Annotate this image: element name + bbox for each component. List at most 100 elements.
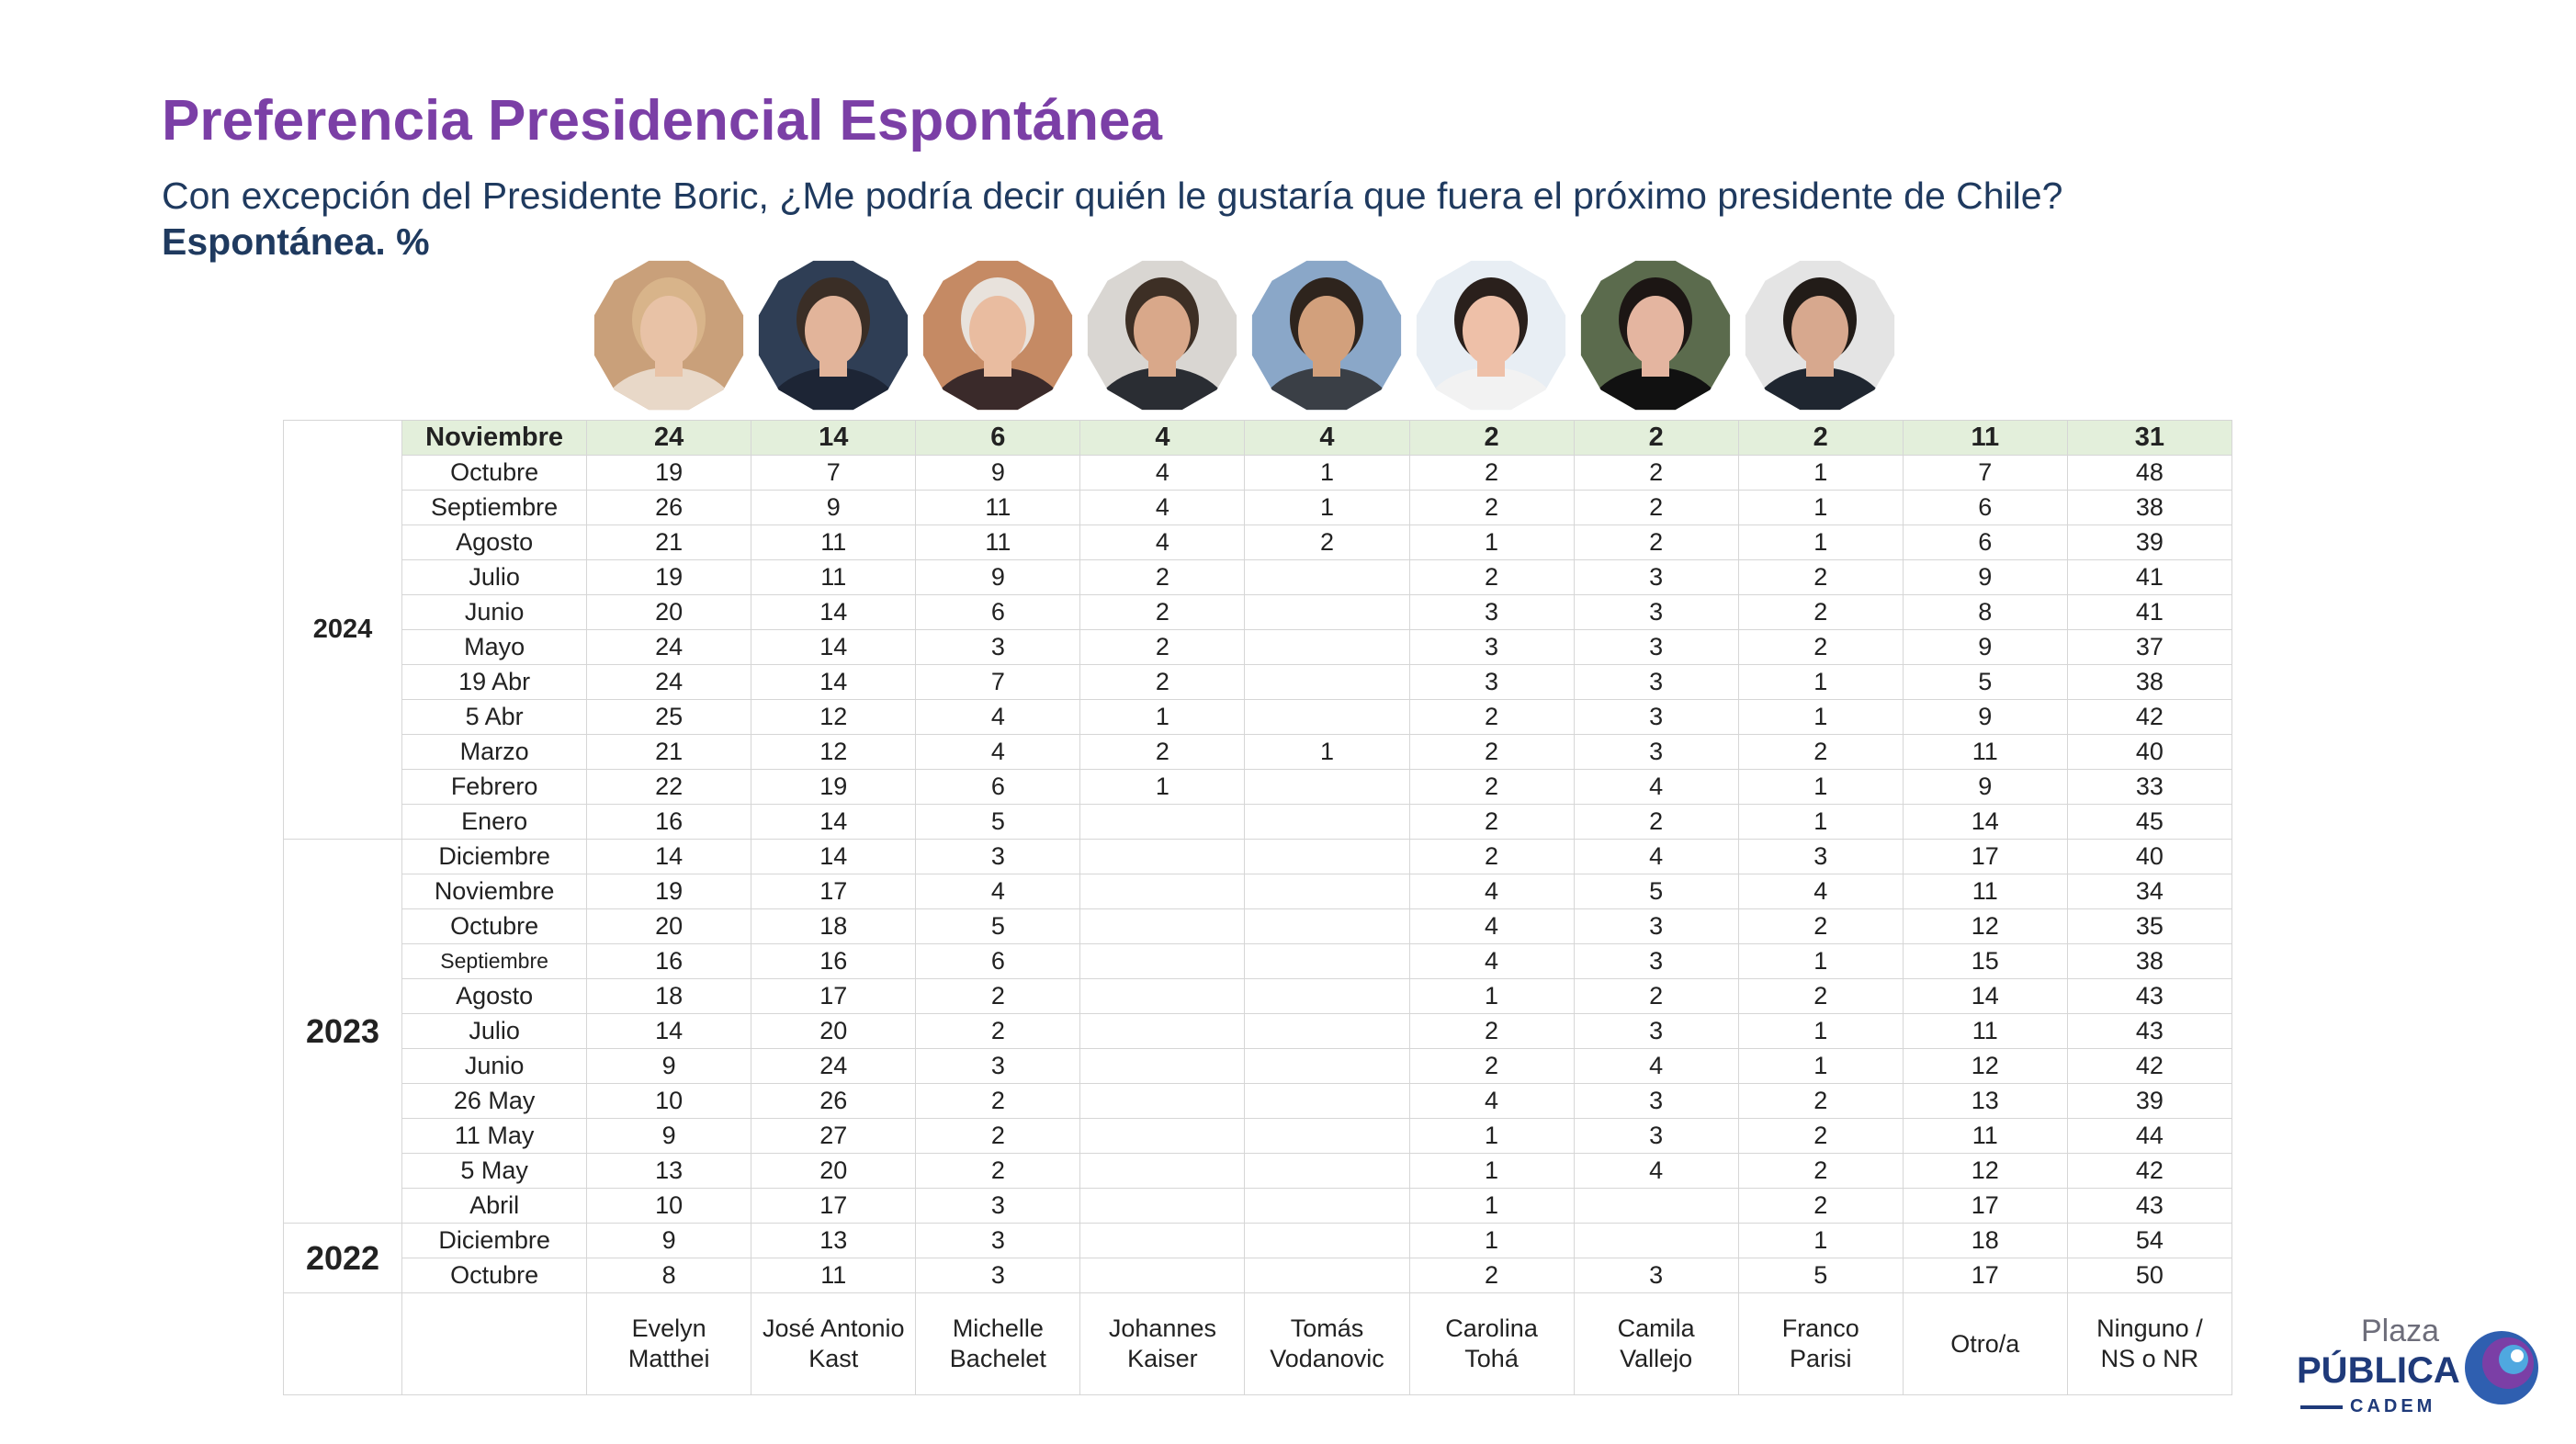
table-cell: 14 [751, 594, 917, 630]
table-cell: 31 [2066, 420, 2233, 456]
table-cell: 3 [915, 629, 1081, 665]
table-cell: 2 [1079, 594, 1246, 630]
table-cell: 1 [1737, 490, 1904, 525]
table-cell: 43 [2066, 1188, 2233, 1224]
table-cell: 14 [751, 804, 917, 840]
portrait-image [1087, 260, 1237, 411]
table-cell [1244, 699, 1410, 735]
table-cell: 11 [751, 559, 917, 595]
table-cell: 4 [1079, 455, 1246, 491]
table-cell: 20 [586, 908, 752, 944]
table-cell: 11 [1902, 734, 2068, 770]
table-cell: 4 [1079, 420, 1246, 456]
table-cell: 2 [1573, 455, 1739, 491]
table-cell: 24 [586, 664, 752, 700]
table-cell: 3 [915, 839, 1081, 874]
table-cell: 39 [2066, 525, 2233, 560]
table-cell: 40 [2066, 839, 2233, 874]
table-cell: 2 [1079, 559, 1246, 595]
column-header: Camila Vallejo [1573, 1292, 1739, 1395]
table-cell: 1 [1408, 525, 1575, 560]
table-cell: 42 [2066, 699, 2233, 735]
table-cell [1244, 664, 1410, 700]
table-cell: 2 [1408, 490, 1575, 525]
table-cell: 4 [915, 699, 1081, 735]
table-row: Enero 16 14 5 2 2 1 14 45 [284, 804, 2233, 840]
table-cell: 37 [2066, 629, 2233, 665]
candidate-photo [1577, 257, 1734, 413]
table-cell: 14 [751, 629, 917, 665]
table-cell: 3 [1408, 594, 1575, 630]
table-cell: 6 [915, 943, 1081, 979]
table-cell: 3 [1573, 664, 1739, 700]
table-cell: 3 [915, 1048, 1081, 1084]
table-cell: 3 [1573, 594, 1739, 630]
table-cell: 7 [1902, 455, 2068, 491]
column-header: Johannes Kaiser [1079, 1292, 1246, 1395]
table-cell: 33 [2066, 769, 2233, 805]
logo-line1: Plaza [2361, 1314, 2440, 1348]
table-cell: 1 [1408, 1118, 1575, 1154]
table-cell: 14 [751, 420, 917, 456]
table-cell: 17 [751, 874, 917, 909]
column-header-line2: Vallejo [1620, 1345, 1693, 1372]
candidate-photo [1413, 257, 1569, 413]
column-header-line2: Matthei [627, 1345, 710, 1372]
table-cell: 17 [1902, 1188, 2068, 1224]
table-cell: 2 [915, 1118, 1081, 1154]
table-cell: 1 [1737, 455, 1904, 491]
table-cell [1244, 1013, 1410, 1049]
table-cell [1244, 839, 1410, 874]
unit-label: Espontánea. % [162, 220, 430, 263]
table-cell: 27 [751, 1118, 917, 1154]
table-row: Julio 14 20 2 2 3 1 11 43 [284, 1013, 2233, 1049]
table-cell: 17 [1902, 839, 2068, 874]
row-label: Octubre [401, 1258, 588, 1293]
table-cell: 21 [586, 734, 752, 770]
table-cell: 9 [1902, 629, 2068, 665]
column-header-line1: Tomás [1290, 1314, 1364, 1342]
preference-table: 2024 Noviembre 24 14 6 4 4 2 2 2 11 31 Octubre 19 7 9 4 1… [282, 420, 2233, 1395]
table-cell: 12 [751, 699, 917, 735]
table-cell: 1 [1408, 978, 1575, 1014]
table-cell [1244, 1083, 1410, 1119]
row-label: Octubre [401, 908, 588, 944]
table-cell: 41 [2066, 559, 2233, 595]
table-cell: 2 [1737, 734, 1904, 770]
question-subtitle: Con excepción del Presidente Boric, ¿Me … [162, 175, 2063, 217]
table-cell: 2 [1737, 1153, 1904, 1189]
table-row: Octubre 8 11 3 2 3 5 17 50 [284, 1258, 2233, 1293]
table-cell [1079, 839, 1246, 874]
table-cell: 16 [586, 804, 752, 840]
table-cell: 2 [1244, 525, 1410, 560]
table-cell: 2 [1737, 1188, 1904, 1224]
table-cell: 3 [915, 1188, 1081, 1224]
column-header-line2: Vodanovic [1270, 1345, 1384, 1372]
table-cell: 9 [915, 455, 1081, 491]
table-row: 11 May 9 27 2 1 3 2 11 44 [284, 1118, 2233, 1154]
table-cell: 2 [1408, 769, 1575, 805]
row-label: 11 May [401, 1118, 588, 1154]
table-row: Julio 19 11 9 2 2 3 2 9 41 [284, 559, 2233, 595]
table-cell: 2 [1408, 455, 1575, 491]
table-cell: 4 [1408, 874, 1575, 909]
row-label: Noviembre [401, 874, 588, 909]
table-cell: 1 [1079, 769, 1246, 805]
table-cell: 2 [1737, 1083, 1904, 1119]
table-row: 26 May 10 26 2 4 3 2 13 39 [284, 1083, 2233, 1119]
table-cell [1079, 908, 1246, 944]
table-cell: 1 [1737, 1223, 1904, 1258]
table-cell: 2 [1408, 559, 1575, 595]
table-cell: 9 [1902, 769, 2068, 805]
table-cell [1244, 769, 1410, 805]
table-cell: 19 [751, 769, 917, 805]
row-label: Diciembre [401, 1223, 588, 1258]
candidate-photo [755, 257, 911, 413]
table-cell: 50 [2066, 1258, 2233, 1293]
column-header-row: Evelyn Matthei José Antonio Kast Michelle Bac… [282, 1292, 2233, 1395]
year-label: 2023 [282, 839, 403, 1224]
row-label: 5 May [401, 1153, 588, 1189]
row-label: 19 Abr [401, 664, 588, 700]
table-cell: 24 [586, 629, 752, 665]
table-cell [1079, 1013, 1246, 1049]
